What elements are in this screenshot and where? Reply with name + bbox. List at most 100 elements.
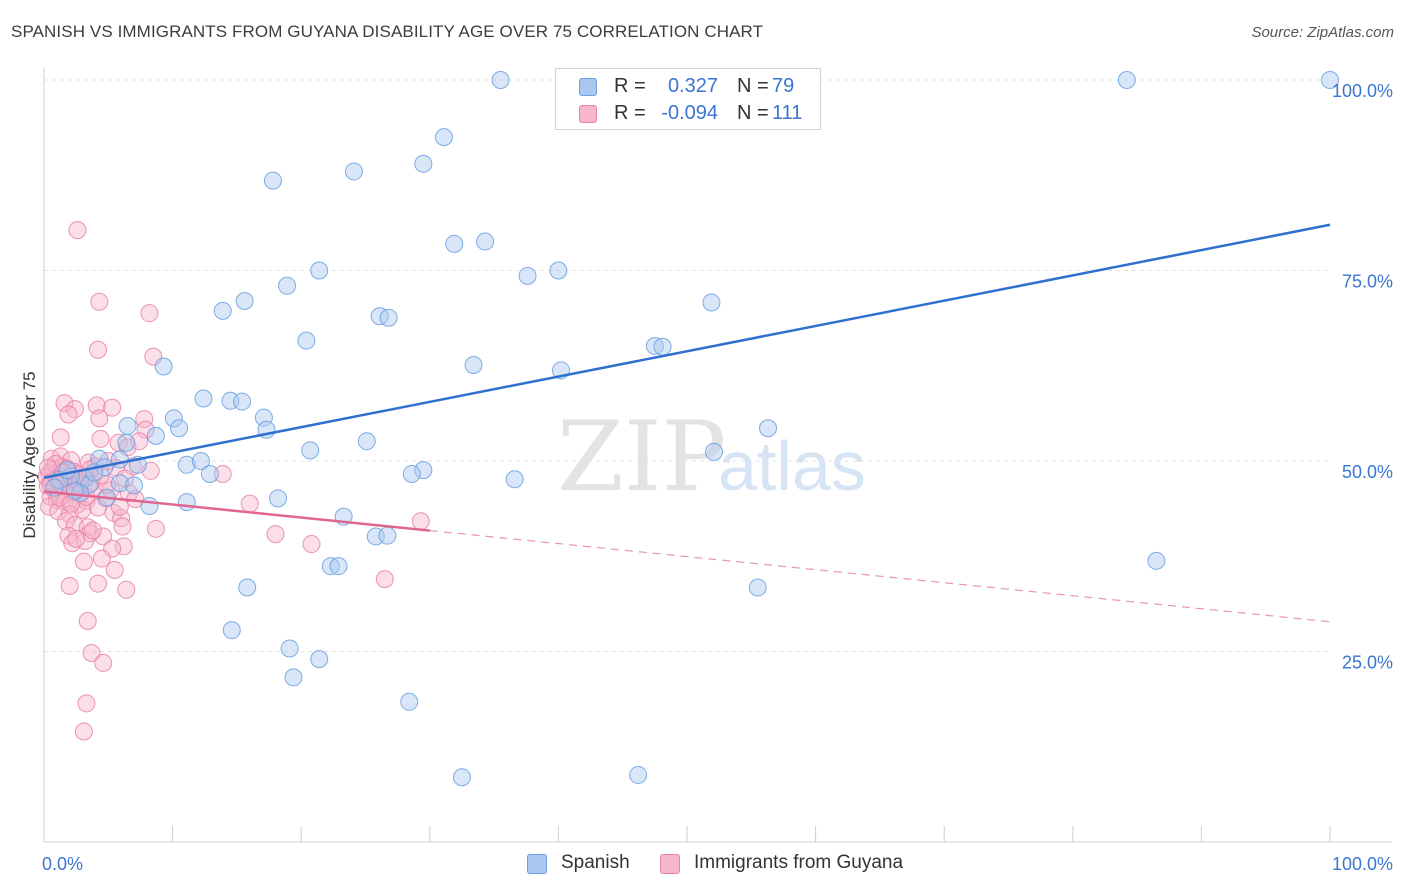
x-tick-label-min: 0.0% <box>42 854 83 874</box>
spanish-point <box>140 496 159 515</box>
spanish-point <box>118 416 137 435</box>
guyana-point <box>83 521 102 540</box>
legend-row-guyana: R = -0.094 N = 111 <box>556 100 820 128</box>
spanish-point <box>297 331 316 350</box>
guyana-point <box>77 694 96 713</box>
guyana-point <box>105 560 124 579</box>
guyana-point <box>140 304 159 323</box>
spanish-point <box>464 355 483 374</box>
guyana-point <box>59 405 78 424</box>
spanish-point <box>1147 551 1166 570</box>
y-tick-label: 25.0% <box>1342 653 1393 673</box>
spanish-point <box>164 409 183 428</box>
spanish-point <box>476 232 495 251</box>
guyana-point <box>91 429 110 448</box>
bottom-legend-label-spanish: Spanish <box>561 852 630 873</box>
spanish-point <box>117 433 136 452</box>
guyana-point <box>56 512 75 531</box>
guyana-trend-line-solid <box>43 490 430 532</box>
spanish-point <box>357 432 376 451</box>
spanish-point <box>414 461 433 480</box>
spanish-trend-line <box>43 223 1331 479</box>
guyana-point <box>51 428 70 447</box>
spanish-point <box>379 308 398 327</box>
spanish-point <box>170 419 189 438</box>
spanish-point <box>370 307 389 326</box>
guyana-point <box>302 535 321 554</box>
spanish-point <box>191 452 210 470</box>
spanish-point <box>1321 71 1339 89</box>
spanish-point <box>378 526 397 545</box>
spanish-point <box>269 489 288 508</box>
legend-n-value-spanish: 79 <box>772 75 795 97</box>
legend-r-label: R = <box>614 75 646 97</box>
guyana-point <box>68 221 87 240</box>
guyana-point <box>89 574 108 593</box>
guyana-point <box>213 464 232 483</box>
spanish-point <box>321 557 340 576</box>
spanish-point <box>200 464 219 483</box>
bottom-legend-swatch-spanish <box>527 854 547 874</box>
y-tick-label: 100.0% <box>1332 81 1393 101</box>
spanish-point <box>213 301 232 320</box>
spanish-point <box>235 291 254 310</box>
spanish-point <box>125 476 144 495</box>
spanish-point <box>154 357 173 376</box>
spanish-point <box>748 578 767 597</box>
spanish-point <box>702 293 721 312</box>
spanish-point <box>65 481 84 500</box>
spanish-points <box>45 71 1339 787</box>
spanish-point <box>1117 71 1136 89</box>
spanish-point <box>222 621 241 640</box>
spanish-point <box>491 71 510 89</box>
guyana-point <box>103 398 122 417</box>
guyana-point <box>89 340 108 359</box>
spanish-point <box>284 668 303 687</box>
legend-n-label: N = <box>737 75 769 97</box>
spanish-point <box>329 557 348 576</box>
y-tick-label: 50.0% <box>1342 462 1393 482</box>
spanish-point <box>505 470 524 489</box>
guyana-point <box>40 497 59 516</box>
watermark: ZIP atlas <box>557 401 866 513</box>
spanish-point <box>645 336 664 355</box>
guyana-point <box>136 420 155 439</box>
guyana-point <box>82 644 101 663</box>
guyana-point <box>90 292 109 311</box>
spanish-point <box>263 171 282 190</box>
y-axis-label: Disability Age Over 75 <box>20 371 39 539</box>
spanish-point <box>146 426 165 445</box>
guyana-point <box>375 570 394 589</box>
legend-r-value-guyana: -0.094 <box>661 102 718 124</box>
source-label: Source: ZipAtlas.com <box>1251 24 1394 41</box>
guyana-point <box>55 394 74 413</box>
spanish-point <box>238 578 257 597</box>
legend-n-value-guyana: 111 <box>772 102 803 124</box>
spanish-point <box>344 162 363 181</box>
spanish-point <box>310 261 329 280</box>
spanish-point <box>518 266 537 285</box>
guyana-point <box>74 552 93 571</box>
legend-r-label: R = <box>614 102 646 124</box>
spanish-point <box>629 765 648 784</box>
spanish-point <box>452 768 471 787</box>
spanish-point <box>759 419 778 438</box>
guyana-point <box>117 580 136 599</box>
spanish-point <box>400 692 419 711</box>
spanish-point <box>434 128 453 147</box>
spanish-point <box>705 442 724 461</box>
spanish-point <box>194 389 213 408</box>
spanish-point <box>402 464 421 483</box>
watermark-zip: ZIP <box>557 401 726 513</box>
trend-lines <box>43 223 1331 623</box>
legend-row-spanish: R = 0.327 N = 79 <box>556 73 820 101</box>
spanish-point <box>310 650 329 669</box>
guyana-point <box>67 529 86 548</box>
guyana-point <box>92 549 111 568</box>
chart-title: SPANISH VS IMMIGRANTS FROM GUYANA DISABI… <box>11 22 764 41</box>
legend-n-label: N = <box>737 102 769 124</box>
guyana-point <box>114 537 133 556</box>
spanish-point <box>549 261 568 280</box>
spanish-point <box>653 337 672 356</box>
